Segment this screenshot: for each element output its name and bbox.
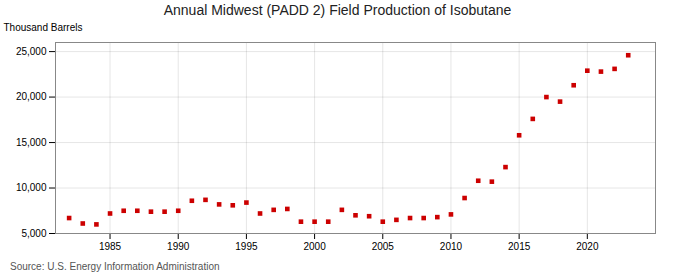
svg-text:1990: 1990: [167, 241, 190, 252]
svg-text:1995: 1995: [235, 241, 258, 252]
svg-text:2000: 2000: [303, 241, 326, 252]
svg-text:2015: 2015: [508, 241, 531, 252]
html-text:Annual Midwest (PADD 2) Field: Annual Midwest (PADD 2) Field Production…: [163, 2, 512, 18]
svg-text:10,000: 10,000: [16, 182, 47, 193]
svg-text:2010: 2010: [440, 241, 463, 252]
svg-text:2020: 2020: [576, 241, 599, 252]
svg-text:1985: 1985: [99, 241, 122, 252]
svg-text:Thousand Barrels: Thousand Barrels: [4, 22, 83, 33]
svg-text:2005: 2005: [372, 241, 395, 252]
svg-text:5,000: 5,000: [21, 228, 46, 239]
svg-text:15,000: 15,000: [16, 137, 47, 148]
html-text:Source: U.S. Energy Informatio: Source: U.S. Energy Information Administ…: [10, 261, 220, 272]
svg-text:25,000: 25,000: [16, 46, 47, 57]
svg-text:20,000: 20,000: [16, 91, 47, 102]
